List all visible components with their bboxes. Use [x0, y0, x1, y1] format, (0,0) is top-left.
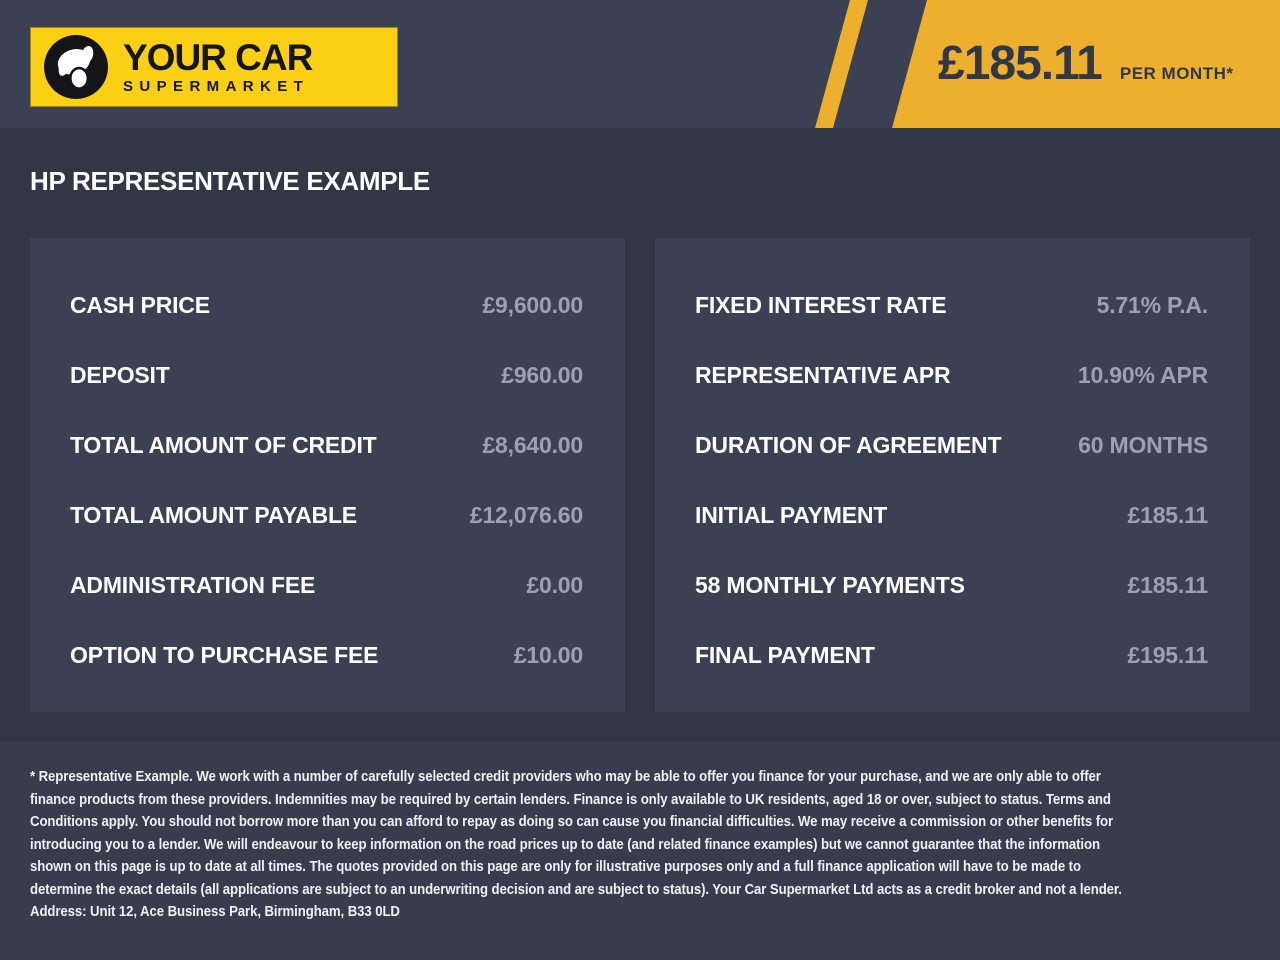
table-row: TOTAL AMOUNT PAYABLE £12,076.60 — [70, 480, 583, 550]
monthly-price-amount: £185.11 — [938, 37, 1103, 90]
finance-row-value: £185.11 — [1127, 501, 1209, 528]
finance-row-label: ADMINISTRATION FEE — [70, 571, 316, 598]
monthly-price-period: PER MONTH* — [1119, 64, 1234, 83]
finance-row-value: 10.90% APR — [1077, 361, 1208, 388]
finance-table-right: FIXED INTEREST RATE 5.71% P.A. REPRESENT… — [655, 238, 1250, 712]
finance-row-value: £12,076.60 — [469, 501, 583, 528]
finance-row-value: £0.00 — [526, 571, 583, 598]
finance-row-label: INITIAL PAYMENT — [695, 501, 888, 528]
footer: * Representative Example. We work with a… — [0, 742, 1280, 960]
finance-row-label: DURATION OF AGREEMENT — [695, 431, 1002, 458]
table-row: INITIAL PAYMENT £185.11 — [695, 480, 1208, 550]
page-title: HP REPRESENTATIVE EXAMPLE — [30, 166, 430, 196]
table-row: FINAL PAYMENT £195.11 — [695, 620, 1208, 690]
finance-row-label: TOTAL AMOUNT OF CREDIT — [70, 431, 377, 458]
banner-background — [892, 0, 1280, 128]
table-row: OPTION TO PURCHASE FEE £10.00 — [70, 620, 583, 690]
finance-row-value: £185.11 — [1127, 571, 1209, 598]
table-row: 58 MONTHLY PAYMENTS £185.11 — [695, 550, 1208, 620]
banner-price: £185.11 PER MONTH* — [938, 40, 1233, 88]
finance-row-label: 58 MONTHLY PAYMENTS — [695, 571, 965, 598]
finance-row-label: REPRESENTATIVE APR — [695, 361, 951, 388]
price-banner: £185.11 PER MONTH* — [780, 0, 1280, 128]
finance-row-value: 60 MONTHS — [1078, 431, 1208, 458]
table-row: REPRESENTATIVE APR 10.90% APR — [695, 340, 1208, 410]
logo-title: YOUR CAR — [123, 36, 313, 78]
finance-row-label: CASH PRICE — [70, 291, 210, 318]
finance-row-label: OPTION TO PURCHASE FEE — [70, 641, 379, 668]
finance-row-value: £195.11 — [1127, 641, 1209, 668]
table-row: FIXED INTEREST RATE 5.71% P.A. — [695, 270, 1208, 340]
table-row: CASH PRICE £9,600.00 — [70, 270, 583, 340]
finance-row-value: £8,640.00 — [482, 431, 583, 458]
table-row: DURATION OF AGREEMENT 60 MONTHS — [695, 410, 1208, 480]
finance-row-label: TOTAL AMOUNT PAYABLE — [70, 501, 357, 528]
representative-example-disclaimer: * Representative Example. We work with a… — [30, 769, 1122, 920]
table-row: ADMINISTRATION FEE £0.00 — [70, 550, 583, 620]
finance-row-label: FINAL PAYMENT — [695, 641, 875, 668]
finance-row-label: DEPOSIT — [70, 361, 170, 388]
finance-row-label: FIXED INTEREST RATE — [695, 291, 947, 318]
logo-subtitle: SUPERMARKET — [123, 78, 310, 96]
logo-text: YOUR CAR SUPERMARKET — [123, 36, 313, 96]
header-bar: YOUR CAR SUPERMARKET £185.11 PER MONTH* — [0, 0, 1280, 128]
finance-table-left: CASH PRICE £9,600.00 DEPOSIT £960.00 TOT… — [30, 238, 625, 712]
table-row: TOTAL AMOUNT OF CREDIT £8,640.00 — [70, 410, 583, 480]
finance-row-value: £10.00 — [513, 641, 583, 668]
finance-row-value: 5.71% P.A. — [1096, 291, 1209, 318]
pointing-hand-icon — [43, 34, 109, 100]
table-row: DEPOSIT £960.00 — [70, 340, 583, 410]
finance-row-value: £9,600.00 — [482, 291, 583, 318]
finance-row-value: £960.00 — [501, 361, 583, 388]
your-car-supermarket-logo: YOUR CAR SUPERMARKET — [30, 27, 398, 107]
